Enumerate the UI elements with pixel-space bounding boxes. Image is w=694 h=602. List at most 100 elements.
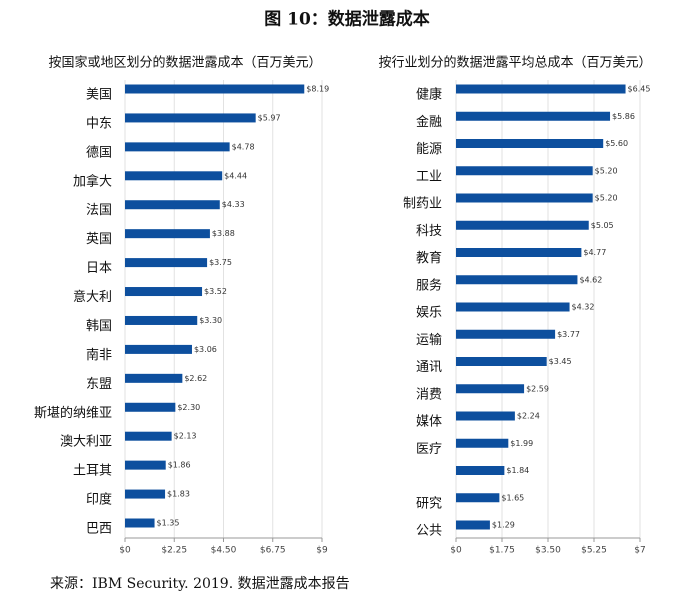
bar [456,411,515,421]
value-label: $5.20 [595,166,618,175]
category-label: 医疗 [416,442,442,457]
value-label: $3.30 [199,316,222,325]
bar [125,518,155,528]
bar [125,84,305,94]
bar [456,139,604,148]
value-label: $1.83 [167,490,190,499]
category-label: 加拿大 [73,173,112,189]
category-label: 科技 [416,224,442,239]
bar [456,166,593,176]
category-label: 斯堪的纳维亚 [34,405,112,421]
category-label: 澳大利亚 [60,434,112,450]
bar [125,171,223,181]
category-label: 东盟 [86,377,112,392]
category-label: 中东 [86,116,112,131]
category-label: 法国 [86,203,112,218]
bar [456,493,500,503]
value-label: $4.62 [579,275,602,284]
category-label: 意大利 [73,289,112,305]
value-label: $3.88 [212,229,235,238]
bar [125,489,166,499]
value-label: $5.86 [612,112,635,121]
value-label: $2.24 [517,412,540,421]
value-label: $8.19 [306,85,329,94]
value-label: $1.84 [506,466,529,475]
value-label: $3.75 [209,258,232,267]
value-label: $1.86 [168,461,191,470]
value-label: $5.05 [591,221,614,230]
bar [125,287,203,297]
bar [125,373,183,383]
bar [456,220,589,230]
x-tick-label: $9 [316,546,328,556]
bar [456,302,570,312]
bar [456,438,509,448]
value-label: $5.60 [605,139,628,148]
bar [125,315,198,325]
x-tick-label: $4.50 [211,546,237,556]
chart-subtitle: 按国家或地区划分的数据泄露成本（百万美元） [48,55,321,71]
value-label: $2.59 [526,384,549,393]
value-label: $4.32 [572,303,595,312]
value-label: $3.77 [557,330,580,339]
value-label: $5.97 [258,113,281,122]
value-label: $2.13 [174,432,197,441]
bar [456,520,490,530]
value-label: $4.44 [224,171,247,180]
category-label: 工业 [416,169,442,184]
category-label: 德国 [86,145,112,160]
category-label: 巴西 [86,522,112,537]
x-tick-label: $3.50 [535,546,561,556]
bar [456,466,505,475]
bar [456,384,525,394]
value-label: $1.65 [501,493,524,502]
bar [125,229,210,239]
value-label: $3.52 [204,287,227,296]
bar [125,460,166,470]
value-label: $5.20 [595,194,618,203]
bar [456,275,578,285]
bar [125,258,208,268]
bar [456,193,593,203]
value-label: $1.29 [492,521,515,530]
bar [125,113,256,123]
category-label: 公共 [416,524,442,539]
category-label: 教育 [416,250,442,266]
source: 来源：IBM Security. 2019. 数据泄露成本报告 [50,576,350,592]
chart-subtitle: 按行业划分的数据泄露平均总成本（百万美元） [378,55,651,71]
x-tick-label: $0 [450,546,462,556]
x-tick-label: $7 [634,546,645,556]
value-label: $6.45 [628,85,651,94]
category-label: 印度 [86,492,112,508]
category-label: 媒体 [416,415,442,430]
bar [125,200,220,210]
bar [456,357,547,366]
value-label: $3.45 [549,357,572,366]
value-label: $2.30 [177,403,200,412]
value-label: $1.99 [510,439,533,448]
bar [456,111,611,121]
x-tick-label: $6.75 [260,546,286,556]
category-label: 美国 [86,88,112,103]
category-label: 韩国 [86,319,112,334]
category-label: 土耳其 [73,464,112,479]
category-label: 研究 [416,496,442,511]
category-label: 日本 [86,261,112,276]
value-label: $2.62 [184,374,207,383]
category-label: 通讯 [416,360,442,375]
value-label: $1.35 [157,519,180,528]
figure-title: 图 10：数据泄露成本 [264,9,430,30]
bar [456,248,582,257]
category-label: 能源 [416,142,442,157]
value-label: $4.33 [222,200,245,209]
bar [456,84,626,94]
category-label: 制药业 [403,197,442,212]
x-tick-label: $2.25 [161,546,187,556]
category-label: 服务 [416,277,442,293]
category-label: 健康 [416,87,442,103]
category-label: 英国 [86,232,112,247]
bar [125,431,172,441]
category-label: 运输 [416,332,442,348]
category-label: 金融 [416,114,442,130]
